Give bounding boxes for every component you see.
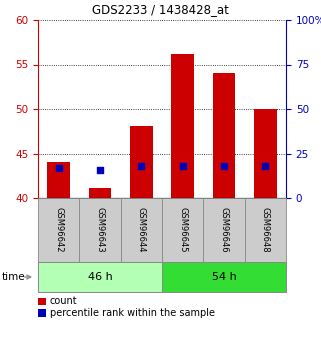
Text: count: count: [50, 296, 78, 306]
Text: GDS2233 / 1438428_at: GDS2233 / 1438428_at: [92, 3, 229, 16]
Text: GSM96648: GSM96648: [261, 207, 270, 253]
Point: [180, 163, 185, 169]
Point: [263, 163, 268, 169]
Bar: [254, 109, 277, 198]
Text: GSM96645: GSM96645: [178, 207, 187, 253]
Text: GSM96643: GSM96643: [96, 207, 105, 253]
Bar: [171, 54, 194, 198]
Text: GSM96644: GSM96644: [137, 207, 146, 253]
Point: [98, 167, 103, 172]
Point: [221, 163, 227, 169]
Text: GSM96642: GSM96642: [54, 207, 63, 253]
Bar: [130, 126, 153, 198]
Text: percentile rank within the sample: percentile rank within the sample: [50, 308, 215, 318]
Bar: [213, 73, 235, 198]
Text: GSM96646: GSM96646: [220, 207, 229, 253]
Text: time: time: [2, 272, 26, 282]
Point: [56, 165, 61, 170]
Point: [139, 163, 144, 169]
Text: 46 h: 46 h: [88, 272, 112, 282]
Bar: [47, 162, 70, 198]
Bar: [89, 188, 111, 198]
Text: 54 h: 54 h: [212, 272, 236, 282]
